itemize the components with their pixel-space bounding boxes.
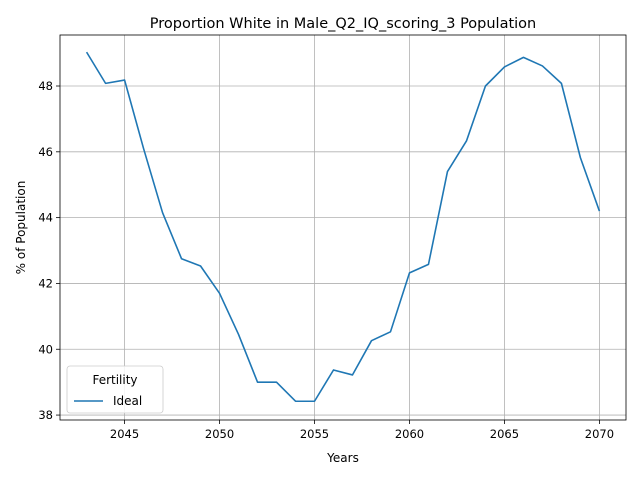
y-axis-label: % of Population xyxy=(14,181,28,275)
series-layer xyxy=(85,51,601,403)
chart-title: Proportion White in Male_Q2_IQ_scoring_3… xyxy=(150,16,537,32)
legend-label-ideal: Ideal xyxy=(113,394,142,408)
x-tick-label: 2050 xyxy=(205,427,234,441)
y-tick-label: 48 xyxy=(38,79,53,93)
y-tick-label: 38 xyxy=(38,408,53,422)
y-tick-label: 46 xyxy=(38,145,53,159)
x-tick-label: 2055 xyxy=(300,427,329,441)
y-tick-label: 40 xyxy=(38,342,53,356)
x-tick-label: 2060 xyxy=(395,427,424,441)
x-tick-label: 2045 xyxy=(110,427,139,441)
plot-frame xyxy=(59,34,627,421)
legend: Fertility Ideal xyxy=(66,365,164,414)
ticks: 2045 2050 2055 2060 2065 2070 38 40 42 44 46 48 xyxy=(38,79,614,441)
legend-title: Fertility xyxy=(92,373,137,387)
series-line-ideal xyxy=(85,51,601,403)
y-tick-label: 42 xyxy=(38,276,53,290)
y-tick-label: 44 xyxy=(38,211,53,225)
x-axis-label: Years xyxy=(326,451,359,465)
x-tick-label: 2065 xyxy=(490,427,519,441)
x-tick-label: 2070 xyxy=(585,427,614,441)
grid xyxy=(60,35,626,420)
